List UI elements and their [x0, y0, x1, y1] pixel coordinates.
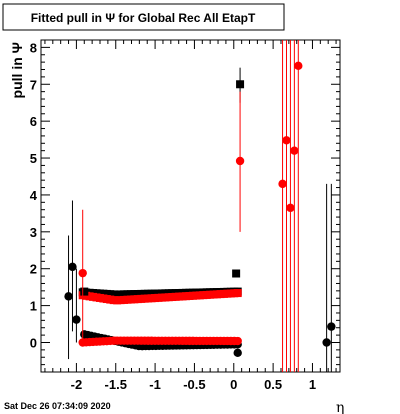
data-point: [294, 61, 303, 71]
data-point: [72, 315, 81, 324]
data-point: [235, 156, 245, 166]
x-tick-label: 0.5: [264, 377, 282, 392]
data-point: [278, 179, 287, 189]
timestamp: Sat Dec 26 07:34:09 2020: [4, 401, 111, 411]
x-tick-label: -1: [149, 377, 161, 392]
x-tick-label: -2: [71, 377, 83, 392]
plot-frame: [40, 39, 341, 373]
data-point: [78, 268, 87, 278]
y-tick-label: 0: [30, 335, 37, 350]
data-point: [322, 338, 331, 347]
x-axis-label: η: [336, 400, 344, 414]
data-point: [80, 287, 89, 296]
band-point-red-upper: [233, 289, 242, 298]
y-tick-label: 6: [30, 114, 37, 129]
data-point: [64, 292, 73, 301]
data-point: [286, 203, 295, 213]
chart-title: Fitted pull in Ψ for Global Rec All Etap…: [31, 11, 256, 25]
title-box: [2, 3, 285, 31]
y-tick-label: 1: [30, 299, 37, 314]
band-point-red-lower: [233, 336, 242, 346]
y-tick-label: 2: [30, 262, 37, 277]
data-point: [327, 322, 336, 331]
data-point: [68, 262, 77, 272]
y-tick-label: 3: [30, 225, 37, 240]
data-point: [290, 146, 299, 155]
x-tick-label: -0.5: [183, 377, 205, 392]
x-tick-label: -1.5: [105, 377, 127, 392]
data-point: [232, 269, 241, 278]
data-point: [282, 136, 291, 145]
y-tick-label: 5: [30, 151, 37, 166]
data-point: [236, 80, 245, 89]
y-tick-label: 7: [30, 77, 37, 92]
data-point: [233, 348, 242, 358]
y-tick-label: 8: [30, 40, 37, 55]
y-axis-label: pull in Ψ: [9, 42, 25, 98]
y-tick-label: 4: [30, 188, 38, 203]
x-tick-label: 1: [309, 377, 316, 392]
x-tick-label: 0: [230, 377, 237, 392]
